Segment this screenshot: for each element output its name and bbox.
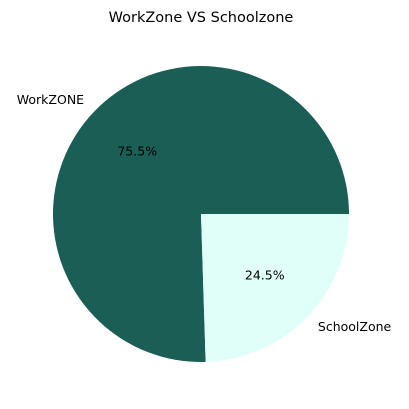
slice-label-schoolzone: SchoolZone [318,319,392,334]
pie-slices [53,66,350,363]
percent-label-schoolzone: 24.5% [245,267,285,282]
percent-label-workzone: 75.5% [117,144,157,159]
pie-labels: WorkZONE 75.5% SchoolZone 24.5% [17,92,392,334]
pie-slice-schoolzone [201,214,350,362]
slice-label-workzone: WorkZONE [17,92,84,107]
chart-title: WorkZone VS Schoolzone [109,10,294,26]
pie-slice-workzone [53,66,350,363]
